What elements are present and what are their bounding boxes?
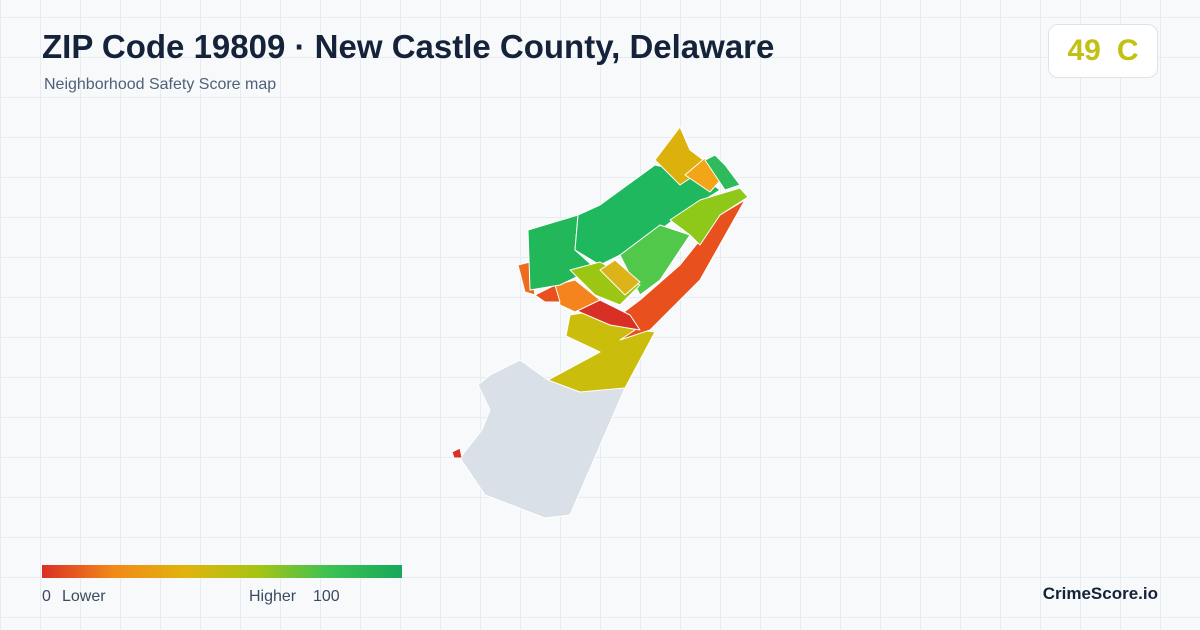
region xyxy=(669,187,749,246)
title: ZIP Code 19809 · New Castle County, Dela… xyxy=(42,28,775,65)
region xyxy=(451,447,463,459)
score-value: 49 xyxy=(1067,34,1101,67)
legend-gradient xyxy=(42,565,402,578)
region xyxy=(569,261,641,306)
subtitle: Neighborhood Safety Score map xyxy=(44,76,277,93)
region xyxy=(704,154,741,191)
legend-max-label: Higher xyxy=(249,588,297,605)
legend-max: 100 xyxy=(313,588,340,605)
legend-min: 0 xyxy=(42,588,51,605)
brand: CrimeScore.io xyxy=(1042,584,1158,603)
region xyxy=(459,359,626,519)
region xyxy=(599,259,641,296)
legend-min-label: Lower xyxy=(62,588,106,605)
score-grade: C xyxy=(1116,34,1139,67)
region xyxy=(534,284,561,303)
score-badge: 49 C xyxy=(1048,24,1158,78)
